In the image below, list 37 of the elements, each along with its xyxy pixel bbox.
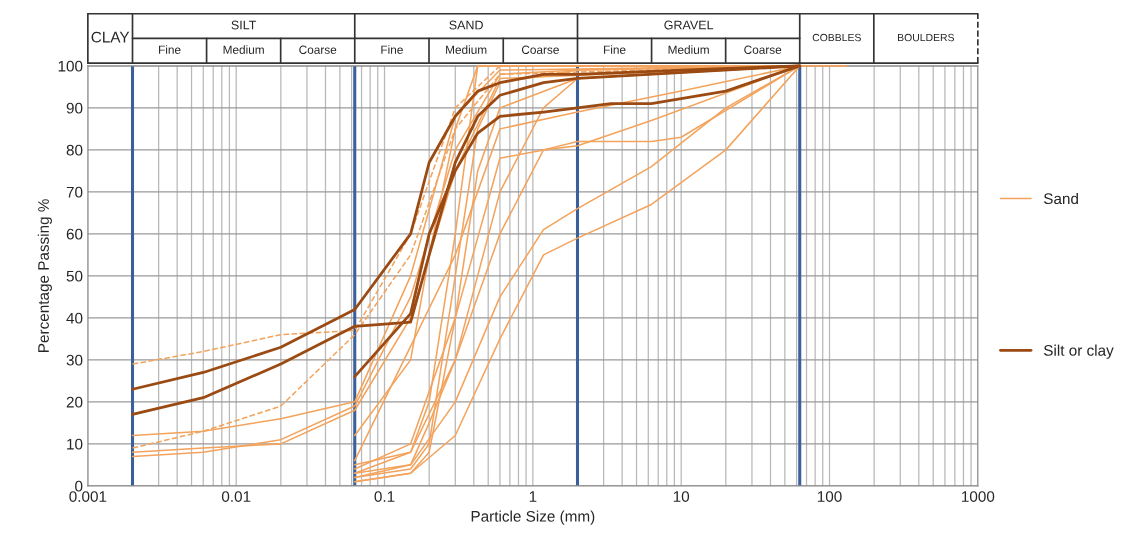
text: CLAY bbox=[91, 31, 130, 43]
legend-label: Silt or clay bbox=[1043, 344, 1114, 359]
x-tick-label: 10 bbox=[673, 491, 690, 502]
text: Fine bbox=[381, 45, 403, 54]
x-tick-label: 0.01 bbox=[221, 491, 251, 502]
y-tick-label: 90 bbox=[66, 102, 83, 114]
y-tick-label: 60 bbox=[66, 228, 83, 240]
text: Coarse bbox=[299, 45, 337, 54]
x-tick-label: 0.1 bbox=[374, 491, 395, 502]
text: Fine bbox=[159, 45, 181, 54]
y-axis-title: Percentage Passing % bbox=[37, 199, 52, 352]
x-tick-label: 1000 bbox=[962, 491, 995, 502]
text: BOULDERS bbox=[898, 33, 955, 42]
text: SILT bbox=[231, 20, 257, 30]
y-tick-label: 80 bbox=[66, 144, 83, 156]
y-tick-label: 100 bbox=[58, 60, 83, 72]
text: Fine bbox=[604, 45, 626, 54]
legend-label: Sand bbox=[1043, 192, 1078, 205]
text: Coarse bbox=[744, 45, 782, 54]
text: Medium bbox=[668, 45, 709, 54]
text: Medium bbox=[446, 45, 487, 54]
y-tick-label: 30 bbox=[66, 354, 83, 366]
x-tick-label: 0.001 bbox=[69, 491, 107, 502]
x-axis-title: Particle Size (mm) bbox=[471, 510, 595, 525]
y-tick-label: 40 bbox=[66, 312, 83, 324]
text: Coarse bbox=[521, 45, 559, 54]
text: GRAVEL bbox=[664, 20, 714, 30]
y-tick-label: 10 bbox=[67, 438, 83, 450]
text: Medium bbox=[223, 45, 264, 54]
text: COBBLES bbox=[812, 33, 861, 42]
x-tick-label: 1 bbox=[529, 491, 537, 502]
y-tick-label: 0 bbox=[75, 480, 83, 492]
x-tick-label: 100 bbox=[817, 491, 842, 502]
y-tick-label: 50 bbox=[66, 270, 83, 282]
text: SAND bbox=[449, 20, 483, 30]
y-tick-label: 20 bbox=[66, 396, 83, 408]
y-tick-label: 70 bbox=[66, 186, 83, 198]
